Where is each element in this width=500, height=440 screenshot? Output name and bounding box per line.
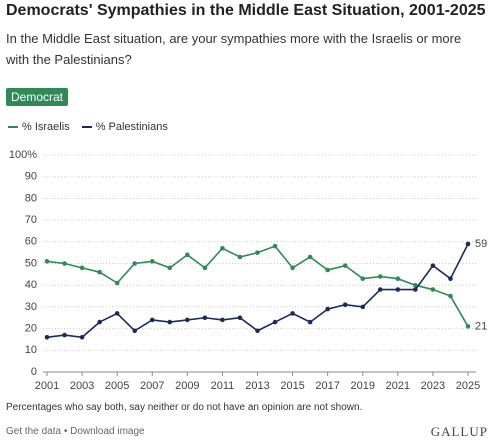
y-tick-label: 80 (25, 192, 37, 204)
end-label: 59 (475, 238, 487, 250)
point (132, 328, 138, 334)
chart-title: Democrats' Sympathies in the Middle East… (6, 2, 486, 19)
point (395, 287, 401, 292)
point (413, 282, 418, 288)
x-tick-label: 2013 (245, 380, 269, 392)
point (97, 319, 102, 325)
point (114, 280, 120, 286)
x-tick-label: 2019 (351, 380, 375, 392)
point (255, 328, 260, 334)
x-tick-label: 2007 (140, 380, 164, 392)
point (237, 254, 243, 260)
point (132, 261, 138, 266)
point (342, 302, 348, 308)
point (413, 287, 418, 292)
get-data-link[interactable]: Get the data (6, 426, 62, 437)
y-tick-label: 50 (25, 257, 37, 269)
footnote: Percentages who say both, say neither or… (6, 402, 363, 413)
y-tick-label: 100% (9, 149, 37, 161)
point (220, 317, 225, 323)
point (79, 265, 85, 271)
point (465, 241, 471, 247)
point (395, 276, 401, 281)
point (149, 317, 155, 323)
point (167, 319, 173, 325)
x-tick-label: 2005 (105, 380, 129, 392)
legend-label: % Palestinians (95, 121, 168, 133)
point (79, 334, 85, 340)
point (272, 243, 278, 249)
point (114, 311, 120, 316)
point (448, 293, 453, 299)
links: Get the data • Download image (6, 426, 145, 437)
series-line (46, 243, 469, 339)
point (202, 315, 208, 321)
x-tick-label: 2025 (456, 380, 480, 392)
legend-label: % Israelis (22, 121, 70, 133)
y-tick-label: 30 (25, 301, 37, 313)
x-tick-label: 2003 (70, 380, 94, 392)
x-tick-label: 2017 (315, 380, 339, 392)
point (220, 246, 225, 251)
end-label: 21 (475, 320, 487, 332)
chart-subtitle: In the Middle East situation, are your s… (6, 31, 462, 67)
legend-item: % Palestinians (81, 121, 168, 133)
point (185, 252, 190, 258)
y-tick-label: 0 (31, 366, 37, 378)
point (360, 304, 366, 310)
point (62, 261, 67, 266)
point (430, 263, 436, 268)
point (325, 306, 330, 312)
y-tick-label: 90 (25, 171, 37, 183)
y-tick-label: 60 (25, 236, 37, 248)
point (62, 332, 67, 338)
point (44, 334, 50, 340)
legend-swatch (8, 126, 18, 128)
legend: % Israelis % Palestinians (8, 121, 168, 133)
legend-swatch (81, 126, 92, 128)
legend-item: % Israelis (8, 121, 70, 133)
point (290, 311, 295, 316)
x-tick-label: 2015 (280, 380, 304, 392)
point (377, 274, 383, 279)
point (360, 276, 366, 281)
series-line (46, 245, 469, 327)
point (448, 276, 453, 281)
point (465, 324, 471, 329)
download-image-link[interactable]: Download image (70, 426, 145, 437)
point (377, 287, 383, 292)
point (167, 265, 173, 271)
logo: GALLUP (430, 424, 488, 439)
point (185, 317, 190, 323)
x-tick-label: 2021 (386, 380, 410, 392)
point (272, 319, 278, 325)
point (325, 267, 330, 273)
point (202, 265, 208, 271)
point (97, 269, 102, 275)
point (237, 315, 243, 321)
y-tick-label: 40 (25, 279, 37, 291)
point (342, 263, 348, 268)
point (307, 319, 313, 325)
y-tick-label: 20 (25, 323, 37, 335)
group-tag: Democrat (6, 88, 69, 106)
point (307, 254, 313, 260)
x-tick-label: 2023 (421, 380, 445, 392)
y-tick-label: 10 (25, 344, 37, 356)
x-tick-label: 2011 (211, 380, 235, 392)
x-tick-label: 2001 (35, 380, 59, 392)
y-tick-label: 70 (25, 214, 37, 226)
point (255, 250, 260, 255)
point (44, 259, 50, 264)
point (290, 265, 295, 271)
x-tick-label: 2009 (175, 380, 199, 392)
point (149, 259, 155, 264)
chart: 0 10 20 30 40 50 60 70 80 90 100% 2001 2003 2005 2007 2… (9, 149, 487, 392)
point (430, 287, 436, 292)
